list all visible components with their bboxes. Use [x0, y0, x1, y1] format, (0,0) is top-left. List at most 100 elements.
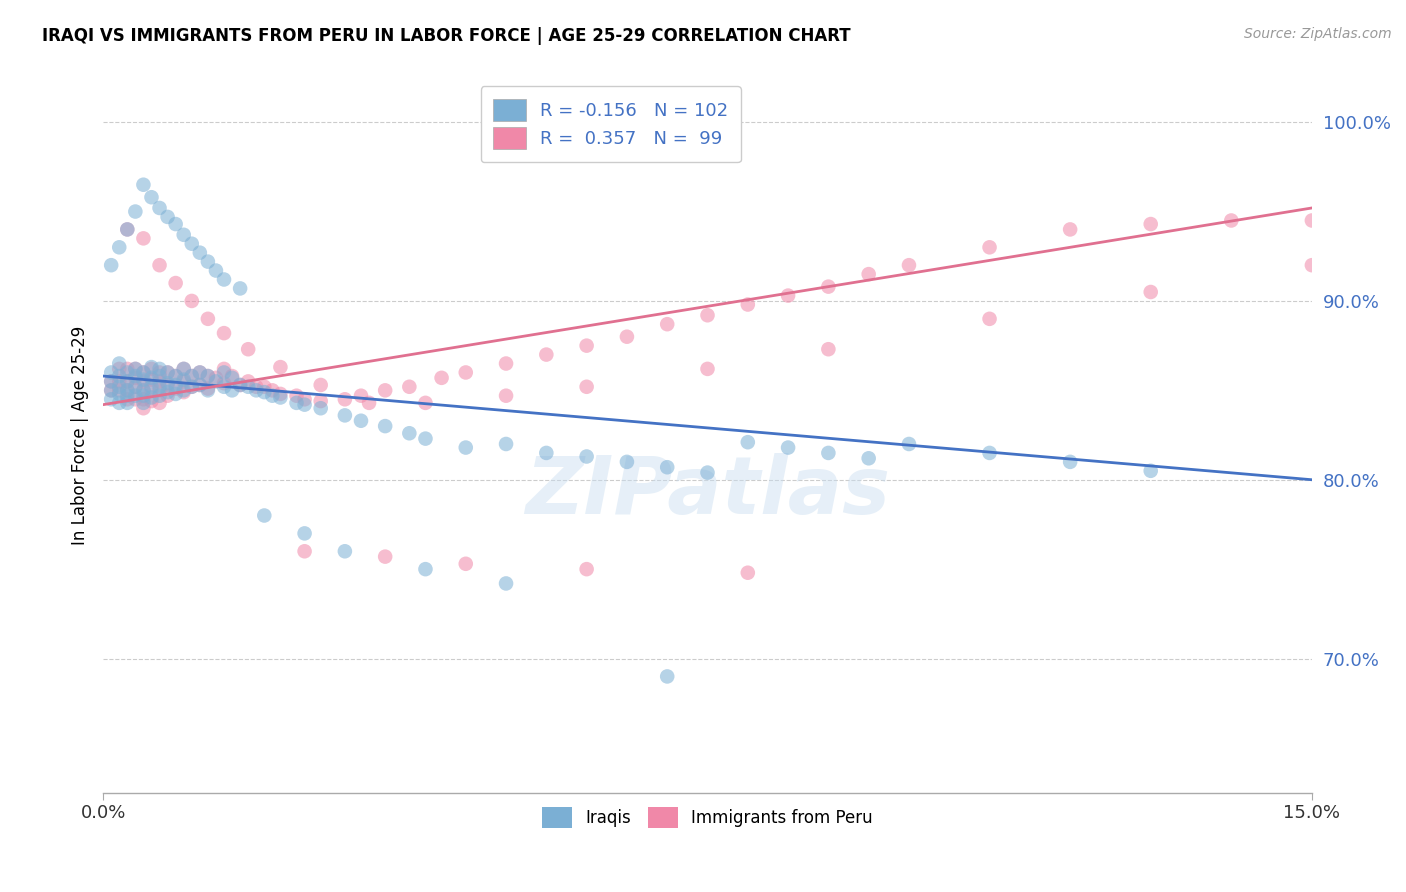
Point — [1301, 258, 1323, 272]
Y-axis label: In Labor Force | Age 25-29: In Labor Force | Age 25-29 — [72, 326, 89, 545]
Point — [858, 267, 880, 281]
Point — [269, 391, 291, 405]
Point — [124, 362, 146, 376]
Text: IRAQI VS IMMIGRANTS FROM PERU IN LABOR FORCE | AGE 25-29 CORRELATION CHART: IRAQI VS IMMIGRANTS FROM PERU IN LABOR F… — [42, 27, 851, 45]
Point — [100, 258, 122, 272]
Point — [197, 384, 219, 398]
Point — [979, 240, 1001, 254]
Point — [696, 308, 718, 322]
Point — [197, 369, 219, 384]
Point — [108, 369, 131, 384]
Point — [148, 389, 170, 403]
Point — [108, 375, 131, 389]
Point — [100, 392, 122, 407]
Point — [132, 366, 155, 380]
Point — [238, 375, 260, 389]
Point — [536, 446, 558, 460]
Point — [124, 380, 146, 394]
Point — [173, 375, 195, 389]
Point — [817, 279, 839, 293]
Point — [269, 360, 291, 375]
Point — [117, 384, 139, 398]
Point — [212, 380, 235, 394]
Point — [180, 380, 202, 394]
Point — [454, 366, 477, 380]
Point — [575, 562, 598, 576]
Point — [117, 389, 139, 403]
Point — [124, 362, 146, 376]
Point — [454, 557, 477, 571]
Point — [124, 392, 146, 407]
Point — [221, 371, 243, 385]
Point — [180, 369, 202, 384]
Point — [294, 398, 316, 412]
Point — [141, 394, 163, 409]
Point — [132, 366, 155, 380]
Point — [979, 446, 1001, 460]
Point — [575, 450, 598, 464]
Point — [778, 441, 800, 455]
Point — [737, 435, 759, 450]
Point — [495, 576, 517, 591]
Point — [148, 362, 170, 376]
Point — [285, 389, 308, 403]
Point — [333, 409, 356, 423]
Point — [616, 329, 638, 343]
Point — [188, 378, 211, 392]
Point — [575, 380, 598, 394]
Point — [415, 562, 437, 576]
Point — [117, 384, 139, 398]
Point — [221, 384, 243, 398]
Point — [197, 311, 219, 326]
Point — [262, 389, 284, 403]
Point — [212, 366, 235, 380]
Point — [495, 437, 517, 451]
Point — [657, 317, 679, 331]
Point — [156, 376, 179, 391]
Point — [124, 204, 146, 219]
Point — [148, 369, 170, 384]
Point — [778, 288, 800, 302]
Point — [454, 441, 477, 455]
Point — [141, 373, 163, 387]
Point — [221, 369, 243, 384]
Point — [132, 384, 155, 398]
Point — [374, 549, 396, 564]
Point — [309, 401, 332, 416]
Point — [374, 419, 396, 434]
Point — [357, 396, 380, 410]
Point — [100, 384, 122, 398]
Point — [132, 384, 155, 398]
Point — [173, 362, 195, 376]
Point — [737, 566, 759, 580]
Point — [132, 401, 155, 416]
Point — [141, 380, 163, 394]
Point — [350, 389, 373, 403]
Legend: Iraqis, Immigrants from Peru: Iraqis, Immigrants from Peru — [536, 801, 880, 834]
Point — [197, 254, 219, 268]
Point — [188, 366, 211, 380]
Point — [245, 380, 267, 394]
Point — [897, 437, 920, 451]
Point — [415, 396, 437, 410]
Point — [148, 375, 170, 389]
Point — [262, 384, 284, 398]
Point — [100, 366, 122, 380]
Point — [132, 178, 155, 192]
Point — [1301, 213, 1323, 227]
Point — [374, 384, 396, 398]
Point — [398, 426, 420, 441]
Point — [575, 338, 598, 352]
Point — [141, 362, 163, 376]
Point — [333, 544, 356, 558]
Point — [897, 258, 920, 272]
Point — [294, 526, 316, 541]
Point — [124, 380, 146, 394]
Point — [173, 227, 195, 242]
Point — [180, 236, 202, 251]
Point — [124, 369, 146, 384]
Point — [536, 348, 558, 362]
Point — [165, 217, 187, 231]
Point — [180, 380, 202, 394]
Point — [132, 396, 155, 410]
